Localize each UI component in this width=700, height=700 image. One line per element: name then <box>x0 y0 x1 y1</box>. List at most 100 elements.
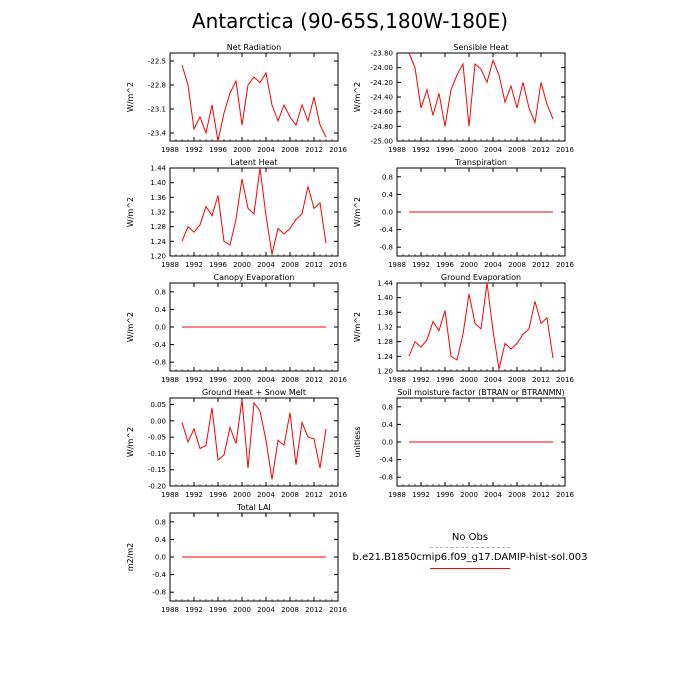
x-tick-label: 2008 <box>281 491 299 499</box>
y-tick-label: 0.4 <box>382 421 394 429</box>
panel-title: Canopy Evaporation <box>214 273 295 282</box>
y-axis-label: unitless <box>353 427 362 458</box>
x-tick-label: 2000 <box>233 606 251 614</box>
y-tick-label: -0.8 <box>379 474 393 482</box>
x-tick-label: 2012 <box>532 376 550 384</box>
x-tick-label: 2000 <box>233 491 251 499</box>
legend-label-model-run: b.e21.B1850cmip6.f09_g17.DAMIP-hist-sol.… <box>352 552 588 563</box>
x-tick-label: 2000 <box>233 261 251 269</box>
series-line <box>181 64 327 142</box>
x-tick-label: 1992 <box>185 146 203 154</box>
y-tick-label: 0.0 <box>382 209 393 217</box>
x-tick-label: 2012 <box>532 261 550 269</box>
x-tick-label: 1992 <box>185 606 203 614</box>
y-tick-label: -23.1 <box>148 106 166 114</box>
x-tick-label: 2004 <box>257 376 275 384</box>
x-tick-label: 2012 <box>305 376 323 384</box>
x-tick-label: 2016 <box>329 491 347 499</box>
panel-canopy-evaporation: Canopy Evaporation W/m^2 1988 1992 1996 2000 2… <box>126 273 347 384</box>
x-tick-label: 1996 <box>209 376 227 384</box>
x-tick-label: 1988 <box>388 376 406 384</box>
x-tick-label: 2012 <box>305 491 323 499</box>
y-tick-label: -23.4 <box>148 130 167 138</box>
y-tick-label: 1.28 <box>377 338 393 346</box>
y-tick-label: 0.05 <box>150 401 166 409</box>
y-tick-label: 1.20 <box>150 253 166 261</box>
x-tick-label: 2004 <box>257 606 275 614</box>
panel-title: Soil moisture factor (BTRAN or BTRANMN) <box>397 388 564 397</box>
panel-ground-evaporation: Ground Evaporation W/m^2 1988 1992 1996 2000 2… <box>353 273 574 384</box>
panel-ground-heat-snow-melt: Ground Heat + Snow Melt W/m^2 1988 1992 1996… <box>126 388 347 499</box>
x-tick-label: 2000 <box>460 146 478 154</box>
x-tick-label: 2004 <box>484 376 502 384</box>
x-tick-label: 2012 <box>532 146 550 154</box>
y-tick-label: 1.32 <box>377 324 393 332</box>
x-tick-label: 2008 <box>508 376 526 384</box>
x-tick-label: 2004 <box>484 146 502 154</box>
x-tick-label: 2012 <box>305 261 323 269</box>
x-tick-label: 1996 <box>209 146 227 154</box>
panel-net-radiation: Net Radiation W/m^2 1988 1992 1996 2000 2004 20… <box>126 43 347 154</box>
y-tick-label: -0.10 <box>148 450 166 458</box>
x-tick-label: 1996 <box>209 606 227 614</box>
x-tick-label: 2004 <box>257 261 275 269</box>
x-tick-label: 2008 <box>281 261 299 269</box>
y-tick-label: -0.4 <box>379 456 393 464</box>
x-tick-label: 2000 <box>233 376 251 384</box>
y-tick-label: -22.8 <box>148 82 166 90</box>
panel-title: Ground Evaporation <box>441 273 521 282</box>
y-tick-label: 0.0 <box>155 554 166 562</box>
x-tick-label: 2016 <box>556 376 574 384</box>
y-tick-label: 1.44 <box>377 280 393 288</box>
x-tick-label: 1992 <box>412 146 430 154</box>
x-tick-label: 1992 <box>185 491 203 499</box>
y-tick-label: 0.0 <box>382 439 393 447</box>
x-tick-label: 1988 <box>161 606 179 614</box>
y-tick-label: 0.8 <box>155 288 166 296</box>
y-tick-label: 0.8 <box>155 518 166 526</box>
panel-latent-heat: Latent Heat W/m^2 1988 1992 1996 2000 2004 2008… <box>126 158 347 269</box>
y-tick-label: -0.8 <box>379 244 393 252</box>
x-tick-label: 2016 <box>556 491 574 499</box>
panel-title: Transpiration <box>454 158 507 167</box>
series-line <box>408 52 554 127</box>
y-tick-label: 1.40 <box>150 179 166 187</box>
x-tick-label: 1992 <box>185 261 203 269</box>
y-tick-label: 1.24 <box>377 353 393 361</box>
y-axis-label: W/m^2 <box>353 197 362 227</box>
legend-label-no-obs: No Obs <box>451 532 489 543</box>
x-tick-label: 2000 <box>460 491 478 499</box>
y-axis-label: W/m^2 <box>126 427 135 457</box>
y-tick-label: -24.00 <box>370 64 393 72</box>
plot-frame <box>169 397 339 487</box>
y-tick-label: -22.5 <box>148 58 166 66</box>
panel-title: Ground Heat + Snow Melt <box>202 388 306 397</box>
y-tick-label: 1.36 <box>150 194 166 202</box>
x-tick-label: 1996 <box>209 491 227 499</box>
x-tick-label: 2004 <box>257 491 275 499</box>
y-tick-label: 1.20 <box>377 368 393 376</box>
x-tick-label: 2004 <box>484 491 502 499</box>
y-axis-label: m2/m2 <box>126 543 135 571</box>
y-tick-label: 0.0 <box>155 324 166 332</box>
x-tick-label: 1992 <box>412 491 430 499</box>
y-tick-label: 1.44 <box>150 165 166 173</box>
x-tick-label: 2016 <box>329 146 347 154</box>
y-axis-label: W/m^2 <box>126 197 135 227</box>
x-tick-label: 2016 <box>329 606 347 614</box>
x-tick-label: 2008 <box>508 146 526 154</box>
panel-title: Net Radiation <box>227 43 281 52</box>
panel-total-lai: Total LAI m2/m2 1988 1992 1996 2000 2004 2008 20… <box>126 503 347 614</box>
y-tick-label: -0.4 <box>152 341 166 349</box>
panel-title: Total LAI <box>236 503 271 512</box>
y-tick-label: -0.20 <box>148 483 166 491</box>
plot-frame <box>396 52 566 142</box>
y-axis-label: W/m^2 <box>353 82 362 112</box>
x-tick-label: 1992 <box>412 376 430 384</box>
y-tick-label: 1.32 <box>150 209 166 217</box>
x-tick-label: 2012 <box>305 146 323 154</box>
x-tick-label: 1992 <box>412 261 430 269</box>
x-tick-label: 2016 <box>556 261 574 269</box>
legend-line-no-obs <box>430 547 510 548</box>
